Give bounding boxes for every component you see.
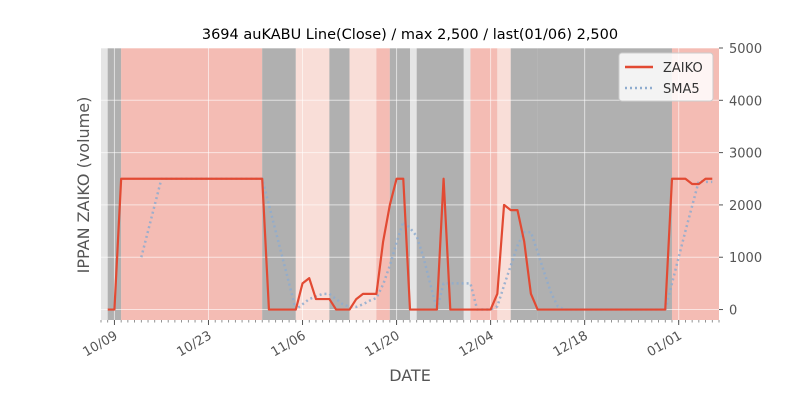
y-tick-label: 1000 [729,251,762,266]
legend-label-zaiko: ZAIKO [663,61,703,76]
series-line-zaiko [107,177,713,311]
x-axis-label: DATE [389,366,431,385]
background-band [121,48,263,320]
y-tick-label: 0 [729,304,737,319]
background-band [470,48,498,320]
background-band [410,48,417,320]
background-band [389,48,410,320]
background-band [510,48,538,320]
background-band [416,48,464,320]
legend: ZAIKO SMA5 [618,52,714,102]
x-tick-label: 11/20 [363,328,403,360]
x-tick-label: 11/06 [269,328,309,360]
y-axis-ticks: 0 1000 2000 3000 4000 5000 [719,42,762,319]
background-band [376,48,390,320]
background-band [463,48,471,320]
background-band [349,48,377,320]
y-tick-label: 2000 [729,199,762,214]
x-tick-label: 10/23 [175,328,215,360]
x-tick-label: 12/18 [551,328,591,360]
background-band [295,48,330,320]
series-lines [107,177,713,311]
x-tick-label: 12/04 [457,328,497,360]
y-tick-label: 5000 [729,42,762,57]
x-tick-label: 01/01 [645,328,685,360]
background-band [329,48,350,320]
x-axis-ticks: 10/09 10/23 11/06 11/20 12/04 12/18 01/01 [80,320,720,360]
y-tick-label: 3000 [729,147,762,162]
grid-lines [101,47,719,320]
x-tick-label: 10/09 [80,328,120,360]
legend-box [618,52,714,102]
series-line-sma5 [140,177,713,311]
y-tick-label: 4000 [729,94,762,109]
background-band [101,48,108,320]
y-axis-label: IPPAN ZAIKO (volume) [74,97,93,274]
legend-label-sma5: SMA5 [663,82,700,97]
chart-title: 3694 auKABU Line(Close) / max 2,500 / la… [202,27,618,43]
